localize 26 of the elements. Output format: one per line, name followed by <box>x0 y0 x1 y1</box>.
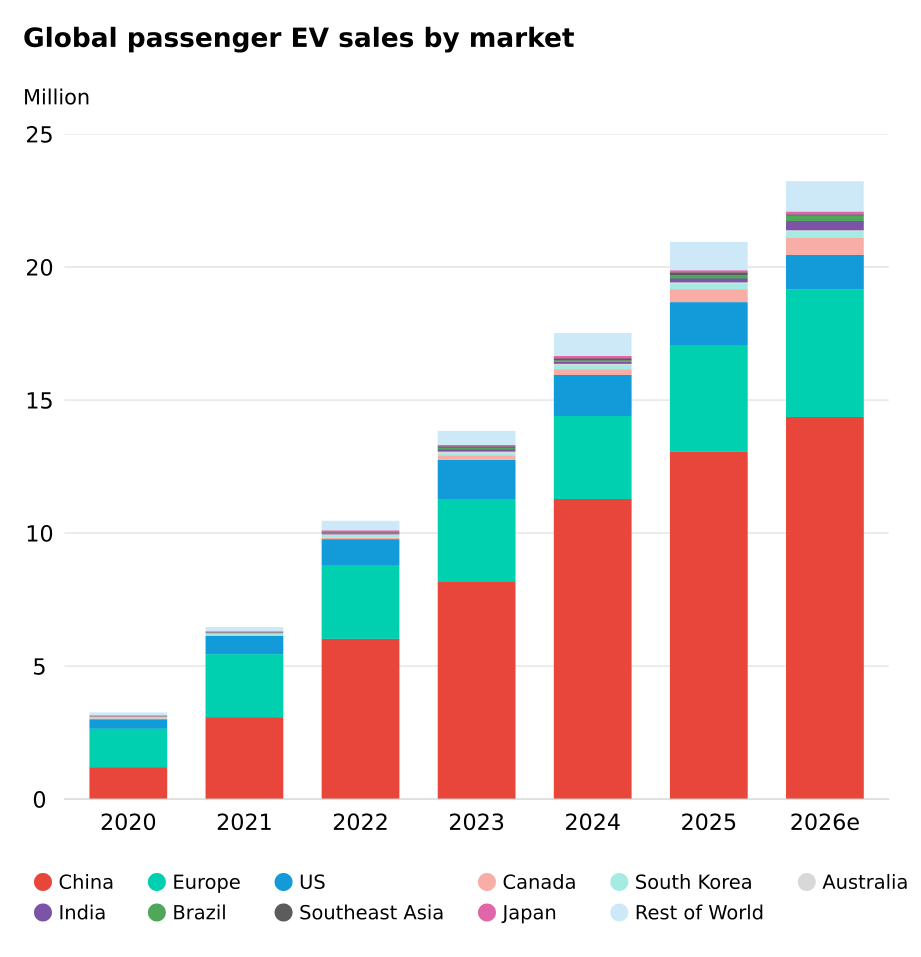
legend-label: US <box>300 874 325 890</box>
legend-label: China <box>60 874 112 890</box>
y-tick-label: 5 <box>34 658 45 675</box>
x-tick-label: 2026e <box>791 813 859 830</box>
x-tick-label: 2025 <box>682 813 736 830</box>
legend-label: India <box>60 904 104 920</box>
legend-label: Europe <box>174 874 240 893</box>
legend-label: South Korea <box>636 874 751 890</box>
y-tick-label: 20 <box>26 258 52 276</box>
legend-label: Canada <box>504 874 575 890</box>
legend-label: Australia <box>822 874 907 890</box>
legend-label: Brazil <box>174 904 225 920</box>
y-tick-label: 15 <box>28 392 52 409</box>
y-tick-label: 10 <box>28 525 52 542</box>
y-axis-title: Million <box>25 88 88 105</box>
y-tick-label: 25 <box>26 126 52 143</box>
chart-title: Global passenger EV sales by market <box>24 26 574 53</box>
legend-label: Japan <box>502 905 556 924</box>
x-tick-label: 2023 <box>450 813 504 830</box>
y-tick-label: 0 <box>34 791 46 808</box>
legend-label: Rest of World <box>636 904 762 920</box>
x-tick-label: 2022 <box>334 813 387 830</box>
x-tick-label: 2024 <box>566 813 620 830</box>
x-tick-label: 2021 <box>218 813 271 830</box>
legend-label: Southeast Asia <box>300 904 442 920</box>
x-tick-label: 2020 <box>102 813 156 830</box>
